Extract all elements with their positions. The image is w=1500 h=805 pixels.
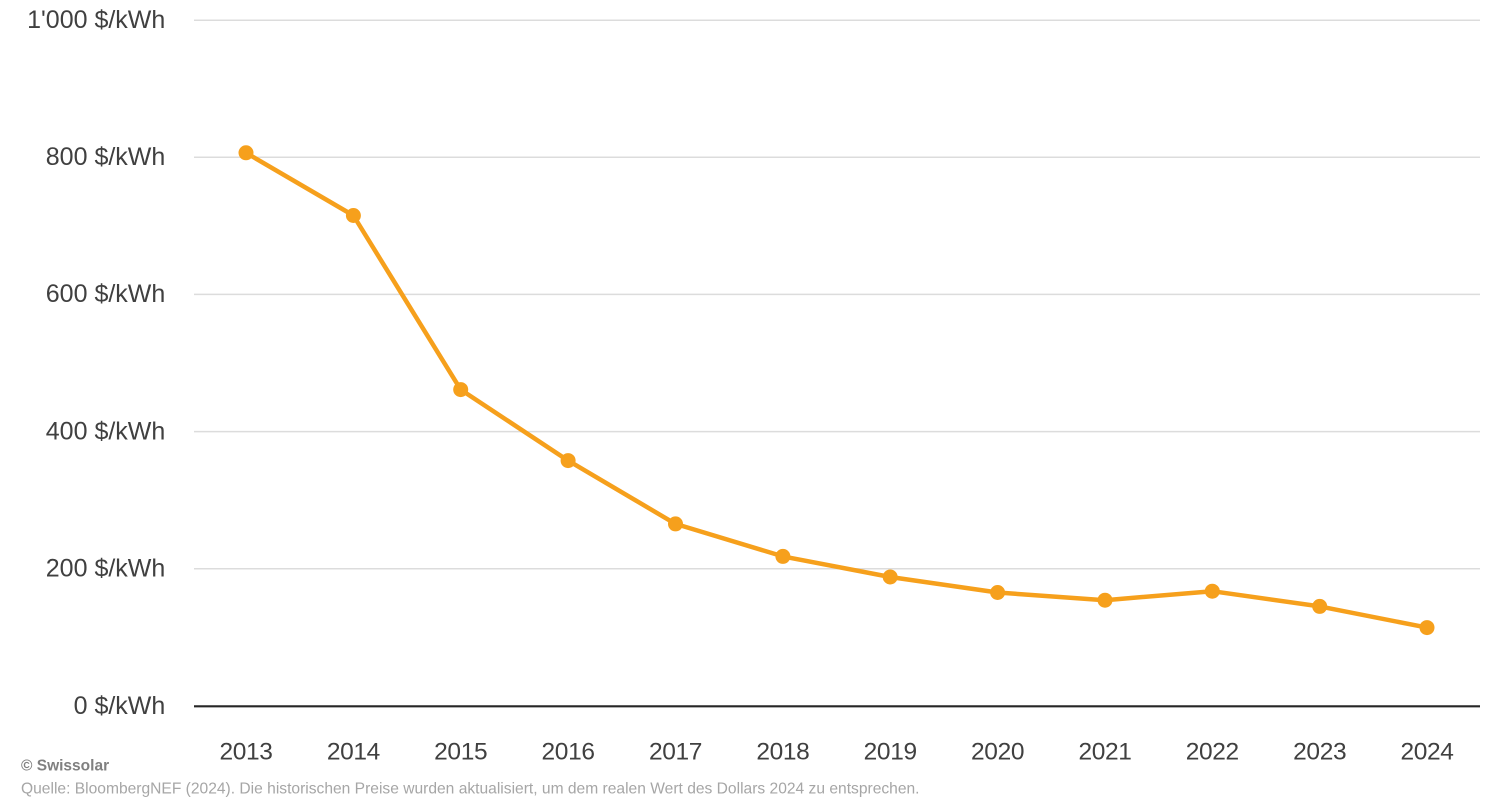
svg-text:2020: 2020 [971, 739, 1024, 766]
svg-text:2023: 2023 [1293, 739, 1346, 766]
svg-text:400 $/kWh: 400 $/kWh [46, 417, 166, 445]
svg-text:2015: 2015 [434, 739, 487, 766]
svg-text:2014: 2014 [327, 739, 380, 766]
svg-text:800 $/kWh: 800 $/kWh [46, 143, 166, 171]
svg-text:600 $/kWh: 600 $/kWh [46, 280, 166, 308]
svg-text:2017: 2017 [649, 739, 702, 766]
svg-text:2019: 2019 [864, 739, 917, 766]
svg-text:1'000 $/kWh: 1'000 $/kWh [27, 6, 165, 34]
svg-text:0 $/kWh: 0 $/kWh [74, 692, 166, 720]
svg-text:2018: 2018 [756, 739, 809, 766]
svg-text:Quelle: BloombergNEF (2024). D: Quelle: BloombergNEF (2024). Die histori… [21, 781, 920, 798]
svg-text:2013: 2013 [219, 739, 272, 766]
svg-text:2016: 2016 [542, 739, 595, 766]
svg-text:© Swissolar: © Swissolar [21, 758, 109, 775]
svg-text:2021: 2021 [1078, 739, 1131, 766]
svg-text:200 $/kWh: 200 $/kWh [46, 555, 166, 583]
svg-text:2022: 2022 [1186, 739, 1239, 766]
svg-text:2024: 2024 [1400, 739, 1453, 766]
